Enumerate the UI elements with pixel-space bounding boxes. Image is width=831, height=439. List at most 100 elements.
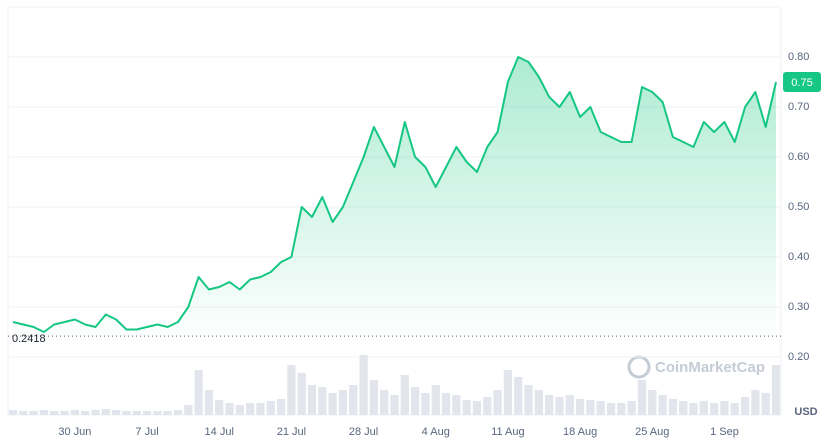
volume-bar	[142, 411, 152, 415]
volume-bar	[586, 400, 595, 415]
volume-bar	[751, 390, 760, 415]
volume-bar	[225, 403, 234, 415]
x-tick-label: 18 Aug	[563, 426, 597, 438]
volume-bar	[699, 401, 708, 415]
volume-bar	[8, 410, 18, 415]
volume-bar	[462, 400, 471, 415]
watermark: CoinMarketCap	[627, 355, 765, 379]
y-tick-label: 0.20	[788, 351, 809, 363]
x-tick-label: 25 Aug	[635, 426, 669, 438]
volume-bar	[534, 390, 543, 415]
volume-bar	[318, 387, 327, 415]
volume-bar	[648, 390, 657, 415]
x-tick-label: 14 Jul	[205, 426, 234, 438]
volume-bar	[91, 410, 100, 415]
volume-bar	[19, 411, 28, 415]
volume-bar	[215, 400, 224, 415]
volume-bar	[70, 410, 79, 415]
volume-bar	[194, 370, 203, 415]
volume-bar	[287, 365, 296, 415]
x-tick-label: 4 Aug	[422, 426, 450, 438]
volume-bar	[596, 401, 605, 415]
volume-bar	[153, 411, 162, 415]
volume-bar	[235, 405, 244, 415]
volume-bar	[29, 411, 38, 415]
volume-bar	[410, 387, 420, 415]
currency-label: USD	[794, 406, 817, 418]
volume-bar	[658, 395, 667, 415]
volume-bar	[163, 411, 172, 415]
volume-bar	[637, 380, 647, 415]
volume-bar	[565, 395, 574, 415]
current-price-label: 0.75	[791, 77, 812, 89]
volume-bar	[524, 385, 533, 415]
volume-bar	[81, 411, 90, 415]
volume-bar	[132, 411, 141, 415]
volume-bar	[627, 401, 636, 415]
volume-bar	[246, 403, 255, 415]
volume-bar	[740, 397, 750, 415]
volume-bar	[710, 403, 719, 415]
volume-bar	[204, 390, 214, 415]
volume-bar	[50, 411, 59, 415]
x-tick-label: 11 Aug	[491, 426, 524, 438]
x-tick-label: 1 Sep	[710, 426, 739, 438]
volume-bar	[122, 411, 131, 415]
baseline-label: 0.2418	[12, 333, 46, 345]
volume-bar	[493, 390, 502, 415]
price-area	[13, 57, 776, 345]
volume-bar	[503, 370, 513, 415]
volume-bar	[184, 405, 193, 415]
volume-bar	[606, 403, 616, 415]
volume-bar	[689, 403, 698, 415]
volume-bar	[266, 401, 275, 415]
volume-bar	[679, 401, 688, 415]
volume-bar	[617, 403, 626, 415]
volume-bar	[771, 365, 781, 415]
volume-bar	[472, 401, 482, 415]
volume-bar	[60, 411, 69, 415]
volume-bar	[483, 397, 492, 415]
volume-bar	[328, 393, 337, 415]
volume-bar	[575, 399, 585, 415]
x-tick-label: 7 Jul	[135, 426, 158, 438]
volume-bar	[431, 385, 440, 415]
volume-bar	[380, 390, 389, 415]
volume-bar	[555, 397, 564, 415]
watermark-text: CoinMarketCap	[655, 359, 765, 376]
x-tick-label: 21 Jul	[277, 426, 306, 438]
volume-bar	[545, 395, 554, 415]
volume-bar	[761, 393, 770, 415]
volume-bar	[514, 377, 523, 415]
volume-bar	[307, 385, 317, 415]
volume-bar	[730, 403, 739, 415]
volume-bar	[297, 373, 306, 415]
y-tick-label: 0.30	[788, 301, 809, 313]
volume-bar	[390, 395, 399, 415]
volume-bar	[452, 395, 461, 415]
x-tick-label: 30 Jun	[58, 426, 91, 438]
volume-bar	[359, 355, 368, 415]
volume-bar	[39, 410, 49, 415]
volume-bar	[668, 399, 678, 415]
volume-bar	[101, 409, 110, 415]
volume-bar	[421, 393, 430, 415]
volume-bar	[173, 410, 183, 415]
y-tick-label: 0.40	[788, 251, 809, 263]
current-price-tag	[783, 72, 821, 92]
price-line	[12, 56, 777, 333]
y-tick-label: 0.80	[788, 51, 809, 63]
volume-bar	[720, 401, 729, 415]
volume-bar	[338, 390, 348, 415]
volume-bar	[111, 410, 121, 415]
volume-bar	[400, 375, 409, 415]
x-tick-label: 28 Jul	[349, 426, 378, 438]
volume-bar	[276, 399, 286, 415]
y-tick-label: 0.60	[788, 151, 809, 163]
volume-bar	[441, 393, 451, 415]
volume-bar	[349, 385, 358, 415]
volume-bar	[256, 403, 265, 415]
y-tick-label: 0.50	[788, 201, 809, 213]
y-tick-label: 0.70	[788, 101, 809, 113]
